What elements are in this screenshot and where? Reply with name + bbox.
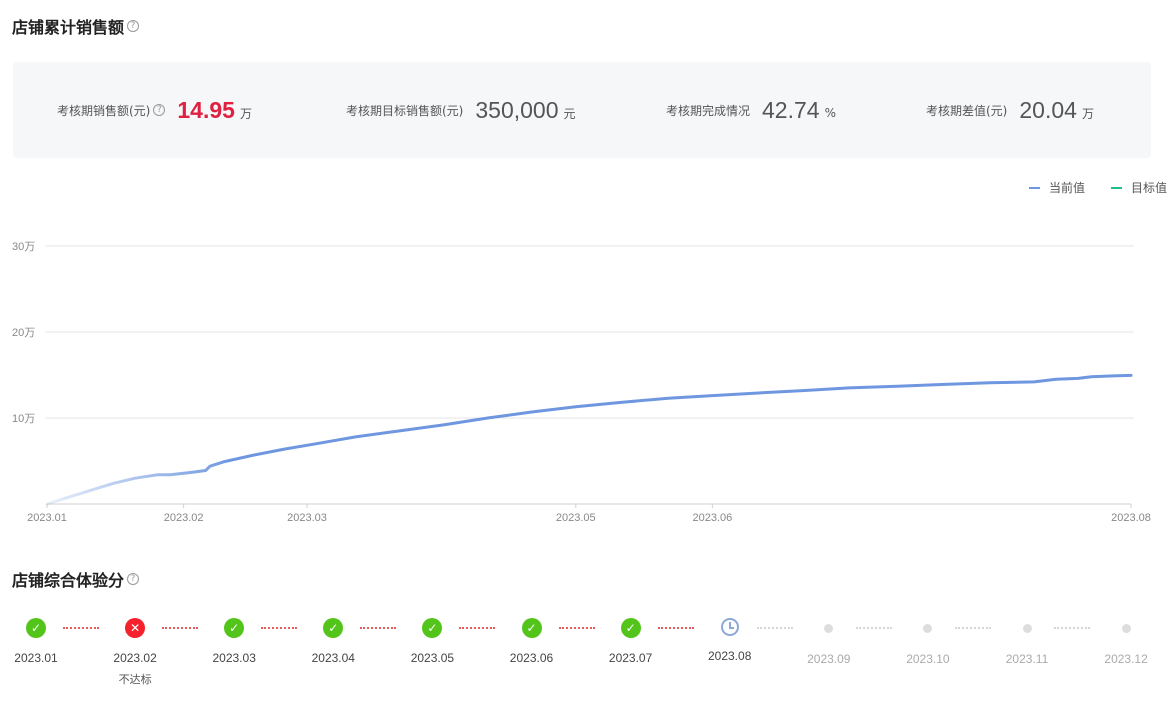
stat-completion: 考核期完成情况 42.74 % — [666, 62, 836, 158]
dot-icon — [923, 624, 933, 633]
stat-label: 考核期差值(元) — [926, 103, 1008, 118]
timeline-connector — [657, 627, 694, 629]
stat-target-sales: 考核期目标销售额(元) 350,000 元 — [346, 62, 576, 158]
timeline-item-2023-10[interactable]: 2023.10 — [888, 610, 968, 666]
x-tick-label: 2023.05 — [556, 512, 596, 524]
dot-icon — [824, 624, 834, 633]
stat-label: 考核期完成情况 — [666, 103, 751, 118]
check-circle-icon: ✓ — [521, 618, 542, 638]
timeline-month-label: 2023.06 — [509, 651, 554, 665]
timeline-connector — [1054, 627, 1090, 629]
legend-label: 当前值 — [1048, 181, 1085, 195]
timeline-month-label: 2023.04 — [311, 651, 355, 665]
timeline-item-2023-12[interactable]: 2023.12 — [1086, 610, 1166, 666]
timeline-item-2023-11[interactable]: 2023.11 — [987, 610, 1067, 666]
timeline-connector — [63, 627, 99, 629]
timeline-item-2023-01[interactable]: ✓ 2023.01 — [0, 610, 76, 665]
x-tick-label: 2023.06 — [692, 512, 732, 524]
sales-section-title: 店铺累计销售额 ? — [12, 14, 140, 38]
timeline-connector — [855, 627, 892, 629]
legend-mark — [1028, 186, 1040, 189]
timeline-status-note: 不达标 — [118, 673, 152, 686]
x-tick-label: 2023.03 — [287, 512, 327, 524]
timeline-month-label: 2023.07 — [608, 651, 653, 665]
timeline-item-2023-09[interactable]: 2023.09 — [789, 610, 869, 666]
legend-item-current[interactable]: 当前值 — [1028, 179, 1085, 196]
x-tick-label: 2023.01 — [27, 512, 67, 524]
timeline-connector — [261, 627, 298, 629]
timeline-connector — [954, 627, 991, 629]
timeline-item-2023-04[interactable]: ✓ 2023.04 — [293, 610, 373, 665]
question-circle-icon[interactable]: ? — [127, 20, 140, 32]
check-circle-icon: ✓ — [26, 618, 46, 638]
timeline-item-2023-07[interactable]: ✓ 2023.07 — [591, 610, 671, 665]
legend-mark — [1110, 186, 1122, 189]
timeline-item-2023-05[interactable]: ✓ 2023.05 — [392, 610, 472, 665]
timeline-month-label: 2023.03 — [212, 651, 256, 665]
timeline-connector — [162, 627, 199, 629]
y-tick-label: 20万 — [12, 327, 35, 339]
sales-line-chart: 10万 20万 30万 2023.01 2023.02 2023.03 2023.05 202… — [12, 201, 1151, 524]
question-circle-icon[interactable]: ? — [127, 573, 140, 585]
close-circle-icon: ✕ — [125, 618, 146, 638]
check-circle-icon: ✓ — [224, 618, 245, 638]
sales-section-title-text: 店铺累计销售额 — [12, 18, 125, 37]
x-tick-label: 2023.02 — [164, 512, 204, 524]
timeline-month-label: 2023.08 — [707, 649, 752, 663]
experience-section-title-text: 店铺综合体验分 — [12, 571, 125, 590]
timeline-month-label: 2023.12 — [1104, 652, 1148, 666]
timeline-connector — [360, 627, 397, 629]
stat-value: 14.95 — [177, 96, 235, 123]
current-value-line — [45, 373, 1133, 506]
stat-label: 考核期销售额(元) ? — [57, 102, 166, 119]
timeline-month-label: 2023.01 — [14, 651, 58, 665]
timeline-month-label: 2023.10 — [906, 652, 950, 666]
check-circle-icon: ✓ — [323, 618, 344, 638]
stat-unit: 万 — [239, 106, 252, 121]
stat-unit: % — [824, 106, 836, 120]
timeline-connector — [756, 627, 793, 629]
stat-unit: 元 — [563, 106, 576, 121]
check-circle-icon: ✓ — [620, 618, 641, 638]
timeline-connector — [558, 627, 595, 629]
stat-period-sales: 考核期销售额(元) ? 14.95 万 — [57, 62, 252, 158]
timeline-item-2023-03[interactable]: ✓ 2023.03 — [194, 610, 274, 665]
timeline-item-2023-06[interactable]: ✓ 2023.06 — [492, 610, 572, 665]
legend-item-target[interactable]: 目标值 — [1110, 179, 1167, 196]
check-circle-icon: ✓ — [422, 618, 443, 638]
dot-icon — [1022, 624, 1032, 633]
stat-difference: 考核期差值(元) 20.04 万 — [926, 62, 1094, 158]
timeline-month-label: 2023.09 — [807, 652, 851, 666]
timeline-month-label: 2023.11 — [1005, 652, 1049, 666]
stat-value: 42.74 — [762, 96, 820, 123]
legend-label: 目标值 — [1130, 181, 1167, 195]
stat-unit: 万 — [1081, 106, 1094, 121]
score-timeline: ✓ 2023.01 ✕ 2023.02 不达标 ✓ 2023.03 ✓ 2023.04 ✓ 2023… — [0, 610, 1171, 705]
question-circle-icon[interactable]: ? — [153, 104, 166, 116]
stat-label-text: 考核期销售额(元) — [57, 103, 151, 118]
experience-section-title: 店铺综合体验分 ? — [12, 567, 140, 591]
timeline-month-label: 2023.05 — [410, 651, 455, 665]
stat-value: 20.04 — [1019, 96, 1077, 123]
stat-value: 350,000 — [475, 96, 559, 123]
y-tick-label: 10万 — [12, 413, 35, 425]
timeline-item-2023-02[interactable]: ✕ 2023.02 不达标 — [95, 610, 175, 687]
clock-icon — [720, 618, 739, 636]
x-tick-label: 2023.08 — [1111, 512, 1151, 524]
y-tick-label: 30万 — [12, 241, 35, 253]
timeline-item-2023-08[interactable]: 2023.08 — [690, 610, 770, 663]
stats-panel: 考核期销售额(元) ? 14.95 万 考核期目标销售额(元) 350,000 … — [13, 62, 1151, 158]
timeline-connector — [459, 627, 496, 629]
chart-legend: 当前值 目标值 — [1003, 179, 1167, 196]
stat-label: 考核期目标销售额(元) — [346, 103, 464, 118]
dot-icon — [1121, 624, 1131, 633]
timeline-month-label: 2023.02 — [113, 651, 157, 665]
